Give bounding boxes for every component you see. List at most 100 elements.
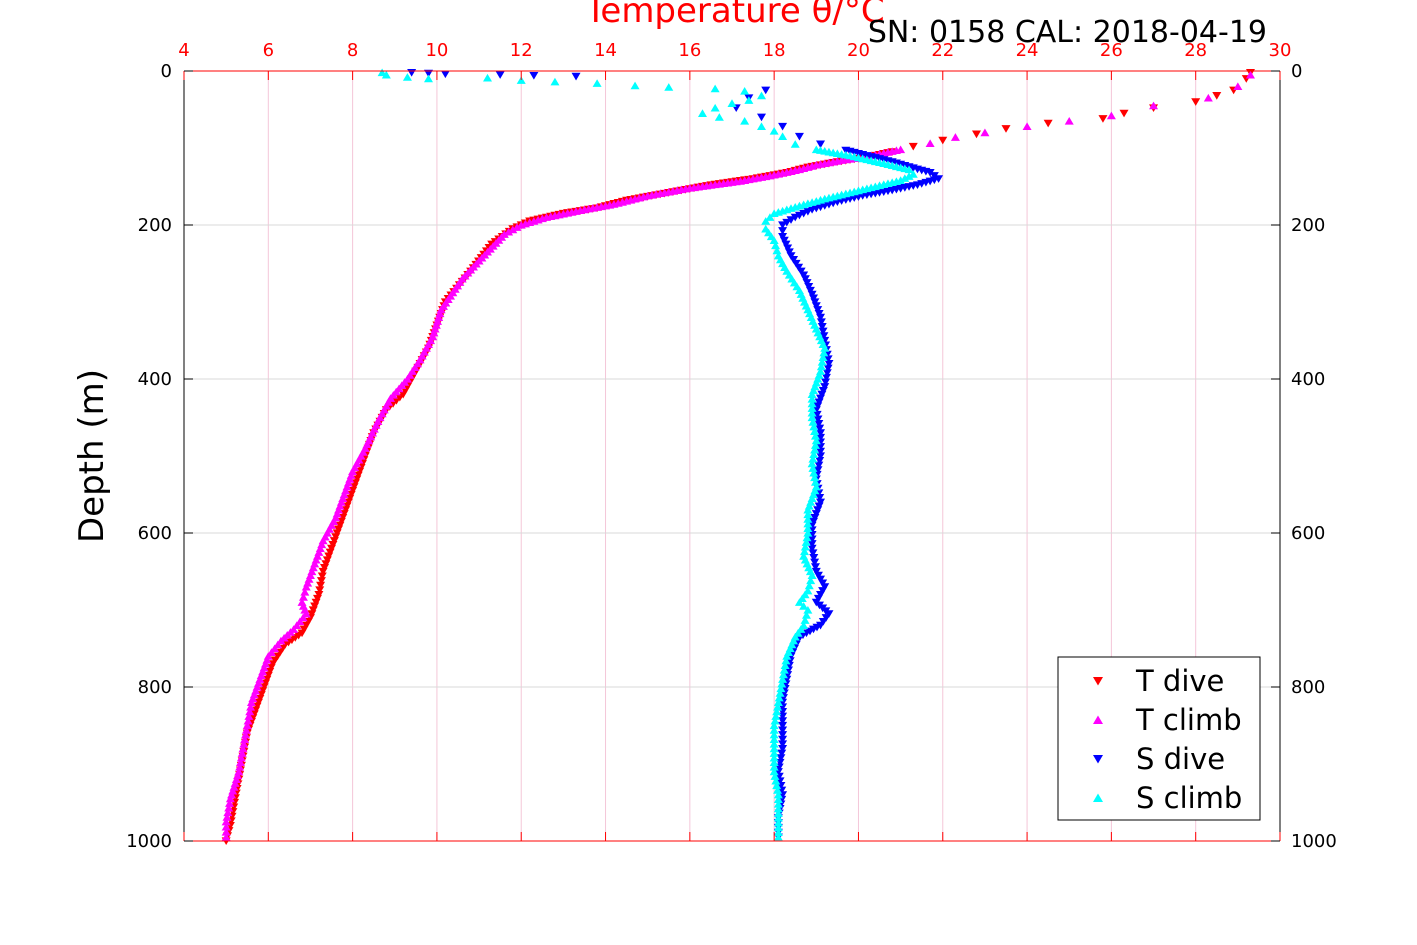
data-point [299, 625, 309, 634]
data-point [790, 213, 800, 222]
data-point [816, 394, 826, 403]
data-point [769, 209, 779, 218]
data-point [235, 758, 245, 767]
data-point [1064, 117, 1074, 125]
data-point [980, 128, 990, 137]
data-point [778, 232, 788, 241]
data-point [813, 466, 823, 474]
data-point [820, 583, 830, 591]
series-s-dive [407, 68, 944, 842]
x-tick-label: 30 [1269, 40, 1292, 61]
data-point [786, 252, 796, 260]
data-point [592, 79, 602, 87]
data-point [810, 563, 820, 571]
data-point [224, 803, 234, 812]
data-point [782, 652, 792, 660]
data-point [381, 70, 391, 79]
data-point [809, 422, 819, 431]
data-point [799, 602, 809, 610]
data-point [1149, 101, 1159, 110]
data-point [925, 169, 935, 177]
data-point [317, 572, 327, 581]
data-point [769, 749, 779, 757]
data-point [312, 594, 322, 603]
data-point [791, 259, 801, 268]
data-point [820, 383, 830, 391]
data-point [821, 378, 831, 387]
data-point [800, 547, 810, 556]
data-point [495, 71, 505, 79]
data-point [241, 730, 251, 739]
data-point [809, 468, 819, 477]
data-point [800, 542, 810, 551]
data-point [810, 473, 820, 482]
data-point [571, 72, 581, 81]
data-point [316, 581, 326, 590]
data-point [781, 656, 791, 665]
data-point [807, 408, 817, 417]
data-point [805, 286, 815, 295]
data-point [773, 790, 783, 799]
x-tick-label: 22 [931, 40, 954, 61]
data-point [794, 263, 804, 272]
data-point [1022, 122, 1032, 131]
x-tick-label: 16 [678, 40, 701, 61]
data-point [798, 631, 808, 640]
data-point [1191, 98, 1201, 106]
data-point [246, 698, 256, 706]
data-point [816, 447, 826, 456]
data-point [821, 614, 831, 622]
data-point [1043, 119, 1053, 128]
data-point [808, 455, 818, 463]
data-point [816, 591, 826, 599]
data-point [241, 726, 251, 734]
series-t-climb [221, 70, 1255, 841]
data-point [820, 344, 830, 352]
data-point [776, 684, 786, 693]
data-point [819, 348, 829, 357]
data-point [769, 753, 779, 762]
data-point [273, 652, 283, 661]
data-point [807, 394, 817, 403]
data-point [697, 109, 707, 117]
data-point [243, 716, 253, 725]
data-point [778, 740, 788, 749]
data-point [811, 567, 821, 576]
data-point [808, 625, 818, 634]
data-point [714, 113, 724, 121]
data-point [225, 799, 235, 807]
legend-marker [1093, 677, 1103, 686]
data-point [778, 132, 788, 141]
data-point [908, 142, 918, 151]
data-point [817, 390, 827, 399]
data-point [529, 72, 539, 80]
data-point [773, 702, 783, 711]
x-tick-label: 10 [425, 40, 448, 61]
data-point [221, 827, 231, 836]
data-point [803, 605, 813, 614]
data-point [222, 813, 232, 821]
data-point [778, 731, 788, 739]
data-point [805, 627, 815, 636]
data-point [314, 591, 324, 599]
data-point [483, 73, 493, 82]
data-point [811, 436, 821, 445]
data-point [803, 528, 813, 537]
data-point [769, 730, 779, 739]
y-tick-label-left: 800 [138, 677, 172, 698]
data-point [811, 302, 821, 310]
data-point [769, 767, 779, 776]
data-point [778, 721, 788, 730]
serial-annotation: SN: 0158 CAL: 2018-04-19 [868, 15, 1267, 50]
data-point [808, 294, 818, 303]
data-point [808, 549, 818, 558]
data-point [318, 567, 328, 576]
data-point [773, 833, 783, 841]
data-point [816, 362, 826, 371]
data-point [781, 240, 791, 249]
data-point [324, 552, 334, 561]
data-point [769, 726, 779, 734]
data-point [1203, 93, 1213, 102]
data-point [310, 602, 320, 611]
